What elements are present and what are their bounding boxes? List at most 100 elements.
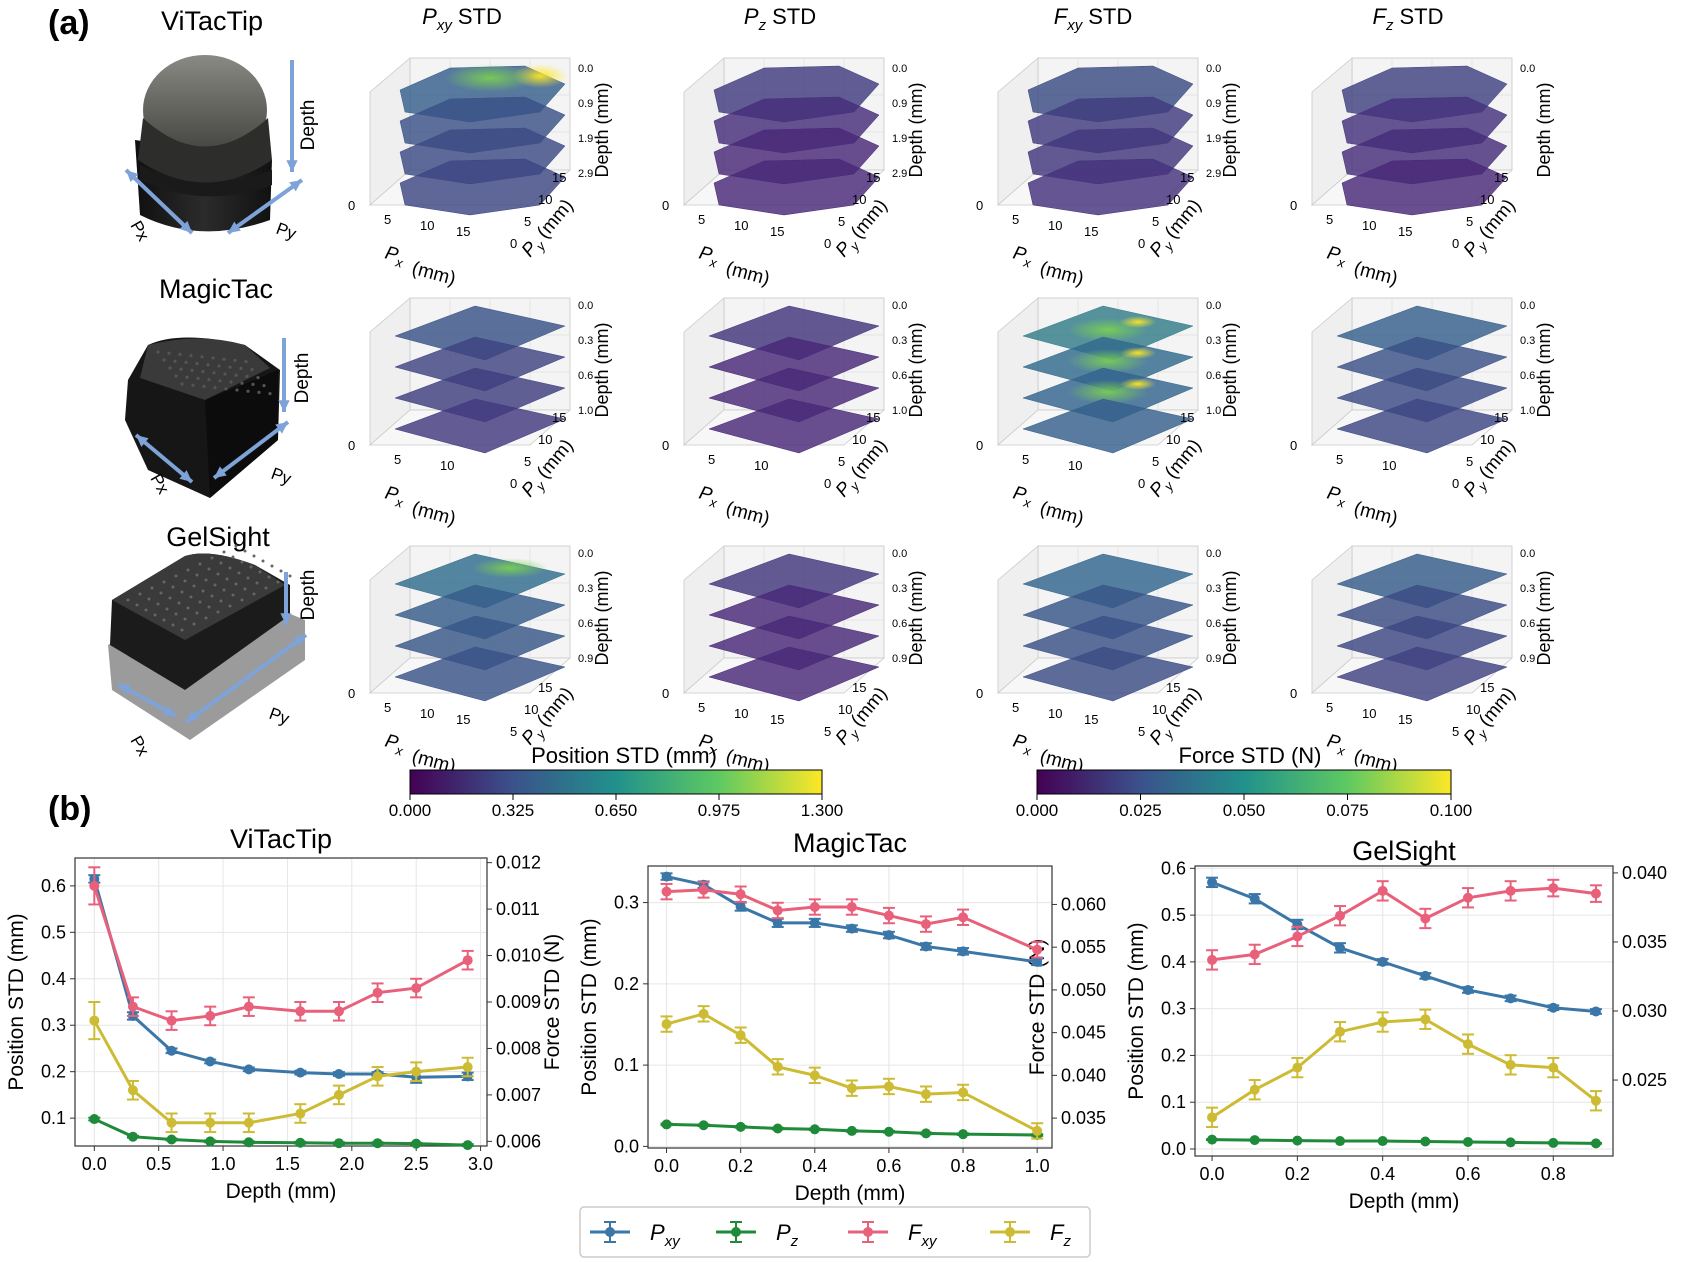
- texture-dot: [234, 582, 238, 586]
- py-tick: 10: [1480, 192, 1494, 207]
- x-axis-label: Depth (mm): [226, 1180, 337, 1203]
- data-point: [846, 902, 857, 913]
- gelsight-photo: [108, 544, 305, 740]
- py-tick: 5: [510, 724, 517, 739]
- px-tick: 0: [662, 686, 669, 701]
- data-point: [809, 1070, 820, 1081]
- py-tick: 15: [538, 680, 552, 695]
- depth-layer: [394, 646, 566, 702]
- depth-tick: 0.0: [1520, 300, 1535, 312]
- data-point: [809, 1124, 820, 1135]
- texture-dot: [184, 360, 188, 364]
- texture-dot: [195, 611, 199, 615]
- series-fxy: [660, 881, 1044, 959]
- texture-dot: [252, 592, 256, 596]
- direction-arrow: [278, 338, 290, 412]
- x-tick-label: 0.8: [1541, 1164, 1566, 1184]
- data-point: [1249, 1084, 1260, 1095]
- x-axis-label: Depth (mm): [1349, 1190, 1460, 1213]
- y2-tick-label: 0.050: [1061, 980, 1106, 1000]
- x-tick-label: 2.0: [339, 1154, 364, 1174]
- data-point: [1207, 954, 1218, 965]
- px-axis-label: Px: [696, 483, 721, 511]
- py-tick: 10: [838, 702, 852, 717]
- line-chart-magictac: MagicTac 0.0 0.2 0.4 0.6 0.8 1.0 0.0 0.1 0.2 0.3 0.…: [578, 828, 1106, 1205]
- x-tick-label: 0.6: [876, 1156, 901, 1176]
- data-point: [1548, 1062, 1559, 1073]
- px-tick: 5: [1012, 212, 1019, 227]
- px-axis-label: Px: [1010, 483, 1035, 511]
- data-point: [295, 1006, 306, 1017]
- data-point: [1207, 1112, 1218, 1123]
- texture-dot: [174, 374, 178, 378]
- py-tick: 10: [1166, 432, 1180, 447]
- data-point: [166, 1117, 177, 1128]
- depth-tick: 0.6: [1520, 618, 1535, 630]
- texture-dot: [240, 560, 244, 564]
- data-point: [462, 1140, 473, 1151]
- depth-layer: [399, 158, 566, 216]
- legend-label-pz: Pz: [776, 1220, 799, 1250]
- data-point: [698, 884, 709, 895]
- texture-dot: [212, 371, 216, 375]
- texture-dot: [223, 372, 227, 376]
- legend-item-pz: Pz: [716, 1220, 799, 1250]
- y2-tick-label: 0.025: [1622, 1070, 1667, 1090]
- depth-layer: [1022, 398, 1194, 454]
- data-point: [661, 886, 672, 897]
- series-line: [1212, 1138, 1596, 1145]
- texture-dot: [216, 572, 220, 576]
- px-tick: 0: [662, 438, 669, 453]
- texture-dot: [231, 555, 235, 559]
- x-tick-label: 0.4: [802, 1156, 827, 1176]
- data-point: [166, 1134, 177, 1145]
- depth-layer: [1027, 158, 1194, 216]
- data-point: [333, 1069, 344, 1079]
- data-point: [127, 1131, 138, 1142]
- arrow-label-depth: Depth: [298, 100, 319, 151]
- data-point: [735, 1030, 746, 1041]
- y-tick-label: 0.2: [614, 974, 639, 994]
- data-point: [772, 1061, 783, 1072]
- data-point: [1377, 1136, 1388, 1147]
- texture-dot: [179, 367, 183, 371]
- depth-tick: 0.3: [1520, 583, 1535, 595]
- x-tick-label: 1.5: [275, 1154, 300, 1174]
- texture-dot: [192, 584, 196, 588]
- texture-dot: [219, 561, 223, 565]
- py-tick: 5: [824, 724, 831, 739]
- texture-dot: [268, 392, 272, 396]
- py-tick: 0: [1138, 476, 1145, 491]
- texture-dot: [224, 387, 228, 391]
- y-axis-label: Position STD (mm): [5, 913, 28, 1090]
- texture-dot: [228, 604, 232, 608]
- py-tick: 5: [524, 454, 531, 469]
- px-tick: 10: [420, 706, 434, 721]
- data-point: [958, 1129, 969, 1140]
- px-tick: 15: [456, 712, 470, 727]
- texture-dot: [252, 554, 256, 558]
- px-tick: 10: [1382, 458, 1396, 473]
- depth-axis-label: Depth (mm): [592, 322, 612, 417]
- series-line: [1211, 886, 1597, 962]
- px-tick: 5: [1012, 700, 1019, 715]
- series-line: [92, 878, 468, 1079]
- depth-axis-label: Depth (mm): [592, 82, 612, 177]
- colorbar-force: Force STD (N) 0.000 0.025 0.050 0.075 0.100: [1016, 743, 1473, 820]
- depth-axis-label: Depth (mm): [1534, 570, 1554, 665]
- data-point: [1377, 956, 1388, 967]
- py-tick: 5: [524, 214, 531, 229]
- colorbar-tick: 0.650: [595, 801, 638, 820]
- chart-title: ViTacTip: [230, 824, 332, 854]
- arrow-label-px: Px: [127, 733, 154, 760]
- x-tick-label: 0.8: [951, 1156, 976, 1176]
- line-chart-vitactip: ViTacTip 0.0 0.5 1.0 1.5 2.0 2.5 3.0 0.1 0.2 0.3 0.…: [5, 824, 564, 1203]
- texture-dot: [218, 379, 222, 383]
